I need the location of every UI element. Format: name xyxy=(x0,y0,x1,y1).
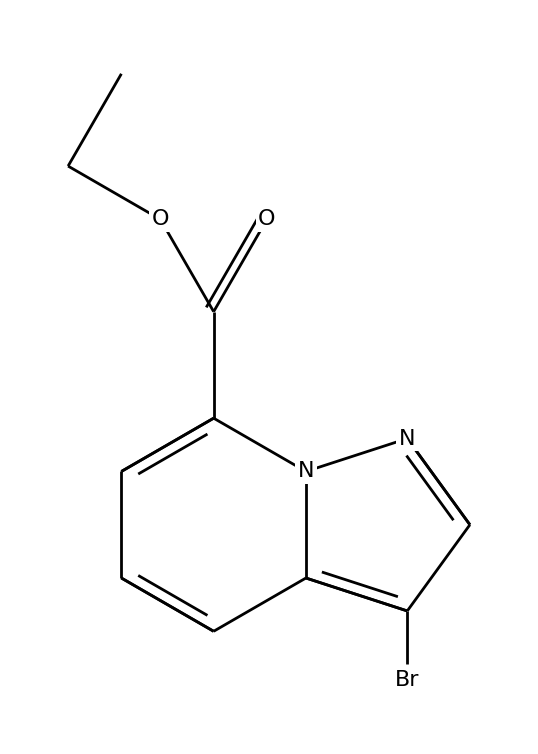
Text: N: N xyxy=(399,428,415,449)
Text: N: N xyxy=(298,461,314,482)
Text: O: O xyxy=(152,210,169,229)
Text: Br: Br xyxy=(395,670,420,690)
Text: O: O xyxy=(258,210,275,229)
